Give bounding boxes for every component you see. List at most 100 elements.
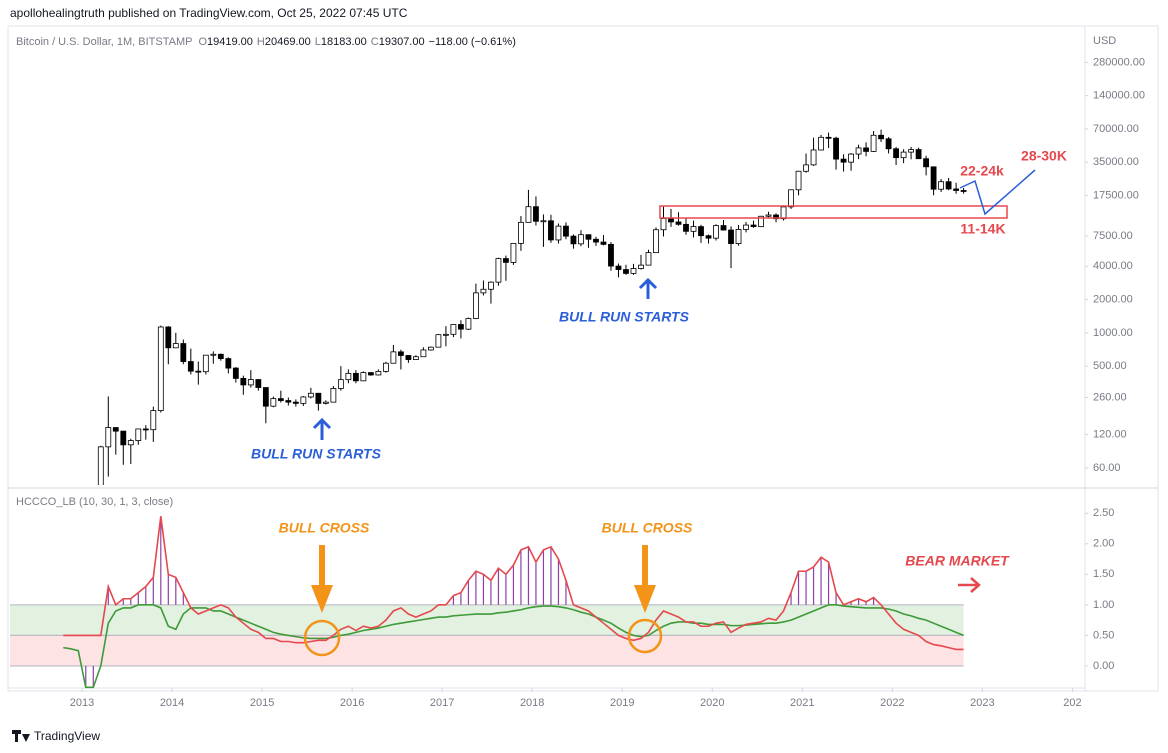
down-arrow	[634, 545, 656, 613]
x-tick-label: 2015	[250, 697, 274, 709]
candle-body	[578, 234, 584, 245]
candle-body	[420, 349, 427, 358]
candle-body	[878, 134, 884, 140]
candle-body	[825, 136, 832, 139]
candle-body	[277, 398, 284, 401]
logo	[12, 730, 30, 742]
candle-body	[548, 220, 554, 241]
candle-body	[488, 281, 494, 290]
zone	[10, 635, 964, 666]
candle-body	[915, 149, 922, 160]
change: −118.00 (−0.61%)	[429, 36, 516, 48]
candle-body	[848, 153, 854, 163]
y-tick-label: 7500.00	[1093, 230, 1133, 242]
candle-body	[105, 427, 112, 448]
candle-body	[608, 243, 614, 267]
candle-body	[698, 226, 704, 237]
candle-body	[120, 430, 127, 446]
candle-body	[458, 324, 464, 330]
candle-body	[840, 158, 847, 163]
candle-body	[165, 326, 172, 349]
x-tick-label: 202	[1063, 697, 1081, 709]
down-arrow	[311, 545, 333, 613]
candle-body	[540, 220, 547, 223]
candle-body	[292, 401, 299, 404]
ohlc-value: 18183.00	[321, 36, 367, 48]
ohlc-label: C	[371, 36, 379, 48]
support-box	[659, 205, 1008, 219]
candle-body	[720, 225, 727, 231]
candle-body	[615, 265, 622, 270]
candle-body	[818, 136, 824, 151]
y-tick-label: 2.50	[1093, 507, 1114, 519]
candle-body	[345, 372, 352, 381]
y-tick-label: 70000.00	[1093, 123, 1139, 135]
candle-body	[795, 170, 802, 191]
indicator-line	[63, 604, 964, 689]
ohlc-label: O	[198, 36, 207, 48]
x-tick-label: 2017	[430, 697, 454, 709]
candle-body	[285, 400, 292, 403]
annotation: BULL RUN STARTS	[251, 446, 382, 462]
candle-body	[397, 351, 404, 356]
candle-body	[503, 258, 509, 263]
candle-body	[518, 221, 524, 244]
candle-body	[307, 392, 314, 398]
y-tick-label: 280000.00	[1093, 56, 1145, 68]
candle-body	[953, 188, 960, 191]
y-tick-label: 0.50	[1093, 629, 1114, 641]
y-tick-label: 1000.00	[1093, 327, 1133, 339]
candle-body	[405, 355, 412, 360]
candle-body	[900, 151, 907, 159]
candle-body	[833, 137, 839, 160]
ohlc-value: 20469.00	[265, 36, 311, 48]
candle-body	[750, 224, 757, 228]
axes: 2013 2014 2015 2016 2017 2018 2019 2020 2021 2022…	[70, 56, 1145, 709]
y-tick-label: 4000.00	[1093, 260, 1133, 272]
ohlc-value: 19419.00	[207, 36, 253, 48]
candle-body	[728, 229, 734, 245]
zone	[10, 604, 964, 636]
candle-body	[172, 343, 179, 349]
candle-body	[758, 215, 764, 228]
candle-body	[480, 288, 487, 294]
x-tick-label: 2016	[340, 697, 364, 709]
indicator-pane	[10, 516, 964, 689]
candle-body	[810, 149, 817, 166]
candle-body	[390, 351, 397, 364]
price-pane	[97, 129, 967, 485]
up-arrow	[638, 277, 658, 299]
candle-body	[450, 324, 457, 335]
candle-body	[743, 224, 749, 230]
candle-body	[225, 358, 232, 369]
candle-body	[232, 367, 239, 379]
candle-body	[413, 356, 419, 360]
candle-body	[930, 166, 937, 190]
candle-body	[945, 181, 952, 190]
candle-body	[495, 258, 502, 283]
x-tick-label: 2020	[700, 697, 724, 709]
x-tick-label: 2021	[790, 697, 814, 709]
candle-body	[938, 181, 944, 190]
candle-body	[645, 252, 652, 266]
candle-body	[600, 241, 607, 245]
candle-body	[195, 370, 202, 373]
candle-body	[352, 372, 359, 382]
cross-circle	[627, 618, 663, 654]
candle-body	[202, 354, 209, 373]
candle-body	[683, 223, 689, 232]
candle-body	[247, 379, 254, 386]
candle-body	[705, 235, 712, 239]
y-tick-label: 35000.00	[1093, 156, 1139, 168]
candle-body	[735, 229, 742, 245]
projection-path	[959, 169, 1036, 216]
footer-brand: TradingView	[34, 729, 100, 743]
annotation: BEAR MARKET	[905, 553, 1010, 569]
candle-body	[885, 138, 892, 150]
y-tick-label: 60.00	[1093, 462, 1121, 474]
x-tick-label: 2022	[880, 697, 904, 709]
currency-label: USD	[1093, 35, 1116, 47]
indicator-line	[63, 516, 964, 651]
candle-body	[765, 214, 772, 217]
